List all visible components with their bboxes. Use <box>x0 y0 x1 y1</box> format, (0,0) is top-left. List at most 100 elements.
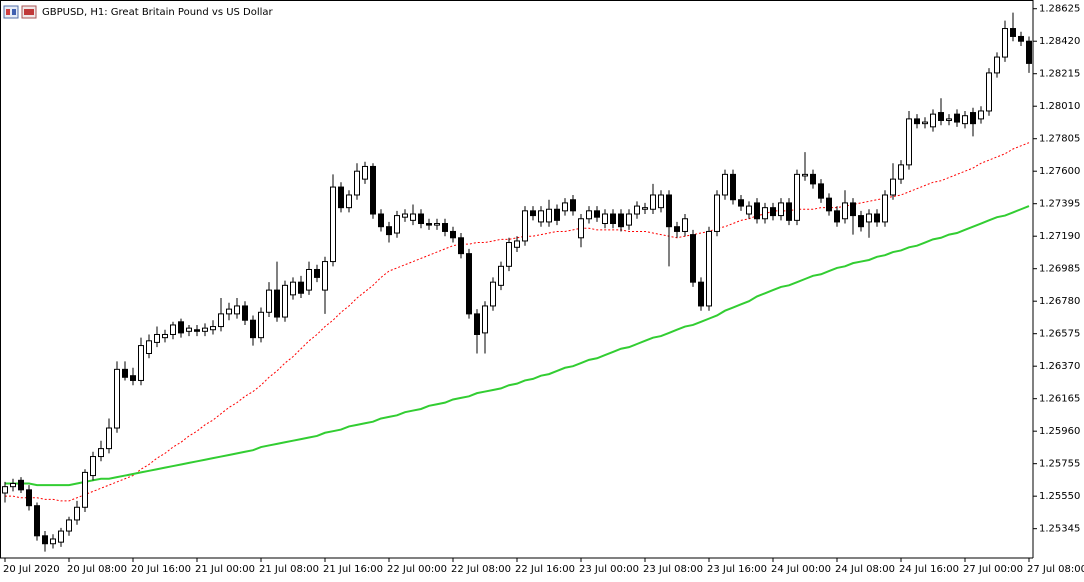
candle-body <box>578 218 584 239</box>
icon-part <box>12 9 16 15</box>
candle-body <box>378 213 384 228</box>
candle-body <box>754 202 760 220</box>
candle-body <box>738 199 744 207</box>
x-tick-label: 22 Jul 16:00 <box>515 564 575 575</box>
candle-body <box>898 164 904 180</box>
candle-body <box>42 535 48 545</box>
candle-body <box>506 242 512 267</box>
candle-body <box>122 368 128 378</box>
x-tick-label: 21 Jul 00:00 <box>195 564 255 575</box>
candle-body <box>170 324 176 335</box>
icon-part <box>24 9 34 15</box>
y-tick-label: 1.27600 <box>1039 166 1080 177</box>
y-tick-label: 1.25755 <box>1039 459 1080 470</box>
candle-body <box>426 223 432 226</box>
candle-body <box>610 213 616 225</box>
candle-body <box>354 170 360 196</box>
candle-body <box>554 208 560 221</box>
moving-averages <box>5 142 1030 502</box>
candle-body <box>706 230 712 307</box>
candle-body <box>858 215 864 228</box>
candle-body <box>50 538 56 545</box>
candle-body <box>98 448 104 458</box>
candle-body <box>82 471 88 508</box>
candle-body <box>978 110 984 120</box>
candle-body <box>258 311 264 339</box>
candle-body <box>154 333 160 343</box>
candle-body <box>386 226 392 236</box>
candle-body <box>450 230 456 239</box>
x-tick-label: 24 Jul 00:00 <box>771 564 831 575</box>
candle-body <box>194 329 200 332</box>
candle-body <box>914 118 920 125</box>
candle-body <box>490 281 496 307</box>
candle-body <box>282 284 288 318</box>
candle-body <box>474 313 480 335</box>
x-tick-label: 22 Jul 08:00 <box>451 564 511 575</box>
y-tick-label: 1.27190 <box>1039 231 1080 242</box>
candle-body <box>650 194 656 210</box>
candle-body <box>442 223 448 232</box>
candle-body <box>26 489 32 507</box>
moving-average-line <box>5 205 1030 487</box>
y-tick-label: 1.28010 <box>1039 101 1080 112</box>
candle-body <box>402 213 408 218</box>
candle-body <box>594 210 600 218</box>
x-tick-label: 27 Jul 08:00 <box>1027 564 1084 575</box>
candle-body <box>682 218 688 232</box>
candle-body <box>106 427 112 450</box>
y-tick-label: 1.28420 <box>1039 36 1080 47</box>
candle-body <box>530 210 536 217</box>
y-tick-label: 1.28215 <box>1039 69 1080 80</box>
candle-body <box>658 194 664 209</box>
candle-body <box>994 56 1000 74</box>
candle-body <box>922 121 928 125</box>
candle-body <box>834 210 840 223</box>
candle-body <box>850 202 856 217</box>
candle-body <box>946 118 952 121</box>
candle-body <box>786 202 792 221</box>
candles <box>2 12 1032 552</box>
candle-body <box>570 199 576 212</box>
candle-body <box>138 345 144 381</box>
candle-body <box>186 327 192 332</box>
candle-body <box>434 223 440 226</box>
candle-body <box>242 305 248 321</box>
candle-body <box>18 479 24 491</box>
candle-body <box>538 210 544 223</box>
candle-body <box>698 281 704 307</box>
candle-body <box>906 118 912 166</box>
candle-body <box>778 202 784 217</box>
candle-body <box>602 213 608 225</box>
candle-body <box>250 319 256 339</box>
candle-body <box>938 112 944 121</box>
candle-body <box>466 253 472 315</box>
candle-body <box>842 202 848 220</box>
candle-body <box>866 213 872 223</box>
icon-part <box>6 9 10 15</box>
candle-body <box>226 308 232 315</box>
y-tick-label: 1.28625 <box>1039 4 1080 15</box>
candle-body <box>586 210 592 220</box>
candle-body <box>370 165 376 215</box>
candle-body <box>810 173 816 185</box>
candle-body <box>330 186 336 263</box>
y-tick-label: 1.25960 <box>1039 426 1080 437</box>
candle-body <box>562 202 568 212</box>
candle-body <box>274 289 280 318</box>
candle-body <box>146 340 152 355</box>
candle-body <box>890 178 896 196</box>
candle-body <box>642 207 648 210</box>
x-tick-label: 23 Jul 16:00 <box>707 564 767 575</box>
candle-body <box>730 173 736 201</box>
candle-body <box>522 210 528 242</box>
y-tick-label: 1.27805 <box>1039 134 1080 145</box>
candle-body <box>58 530 64 543</box>
candle-body <box>34 505 40 537</box>
x-tick-label: 24 Jul 16:00 <box>899 564 959 575</box>
chart-title: GBPUSD, H1: Great Britain Pound vs US Do… <box>42 7 274 18</box>
candle-body <box>2 486 8 494</box>
candle-body <box>218 313 224 328</box>
